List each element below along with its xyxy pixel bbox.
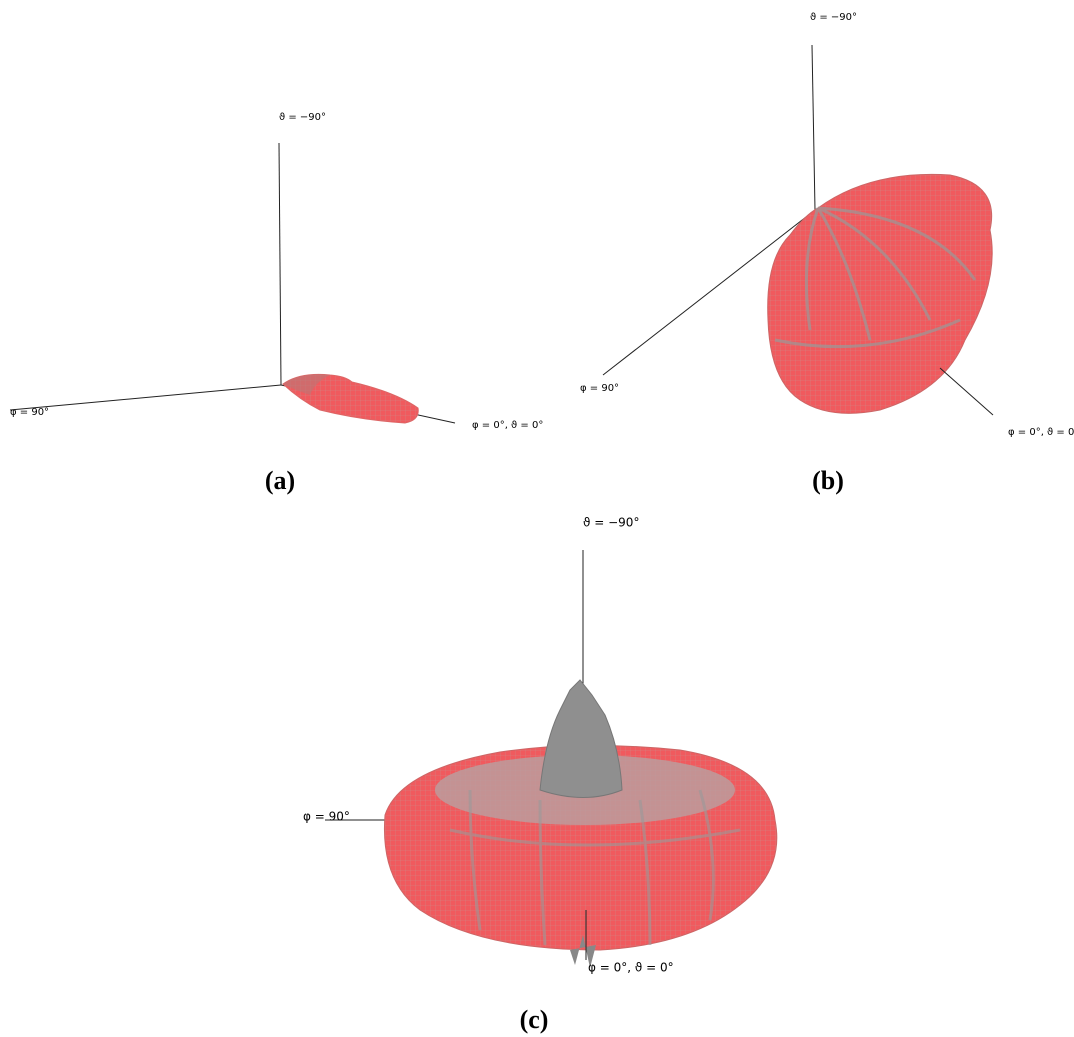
axis-y [602,209,816,376]
axis-label: ϑ = −90° [810,12,857,23]
main-lobe [539,679,623,798]
caption: (c) [520,1005,549,1034]
axis-z [278,142,282,386]
axis-label: φ = 0°, ϑ = 0° [588,961,674,975]
axis-label: ϑ = −90° [583,516,639,530]
panel-c: ϑ = −90° φ = 90° φ = 0°, ϑ = 0° (c) [303,516,778,1034]
panel-b: ϑ = −90° φ = 90° φ = 0°, ϑ = 0° (b) [580,12,1074,495]
axis-z [811,44,816,211]
panel-a: ϑ = −90° φ = 90° φ = 0°, ϑ = 0° (a) [9,112,543,495]
lobe-ridges [774,206,977,349]
axis-label: φ = 0°, ϑ = 0° [472,420,543,431]
axis-label: φ = 0°, ϑ = 0° [1008,427,1074,438]
lobe-ridges [449,789,741,946]
axis-label: φ = 90° [580,383,619,394]
caption: (a) [265,466,295,495]
axis-label: φ = 90° [303,810,350,824]
lobe-shade [283,374,330,395]
axis-y [9,384,282,411]
caption: (b) [812,466,844,495]
pattern-lobe [282,373,419,424]
back-lobe [570,935,596,968]
axis-label: ϑ = −90° [279,112,326,123]
axis-x [939,367,994,416]
axis-label: φ = 90° [10,407,49,418]
pattern-lobe [767,173,993,414]
